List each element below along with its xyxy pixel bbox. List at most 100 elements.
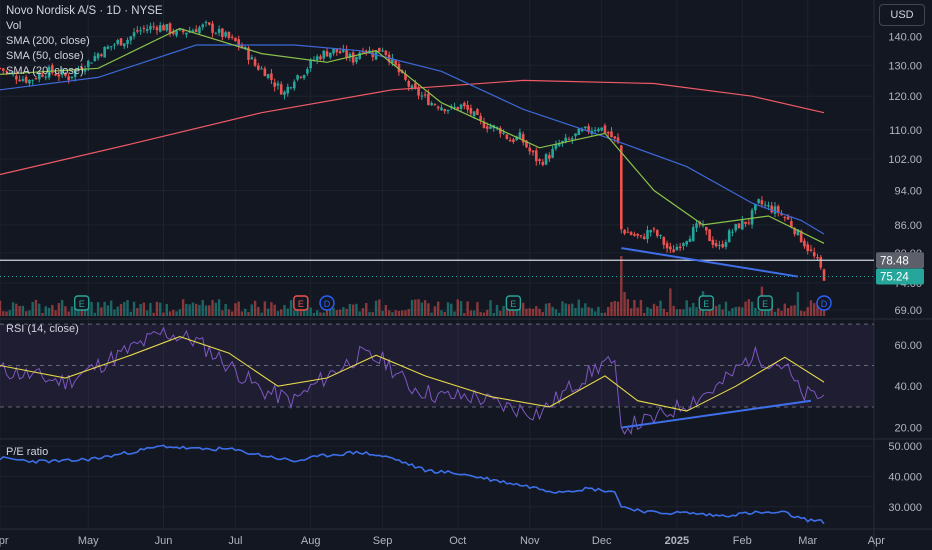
candle-body (564, 137, 568, 142)
sma200-line (0, 79, 825, 176)
candle-body (172, 31, 175, 34)
volume-bar (777, 308, 780, 316)
candle-body (577, 128, 581, 135)
volume-bar (819, 310, 822, 316)
volume-bar (548, 303, 551, 316)
volume-bar (734, 306, 737, 316)
volume-bar (250, 304, 253, 316)
volume-bar (15, 303, 18, 316)
volume-bar (142, 302, 146, 316)
rsi-ma-line (0, 336, 825, 412)
last-close-label-bg (876, 252, 924, 269)
candle-body (384, 50, 388, 56)
volume-bar (227, 309, 231, 316)
time-axis-label: Feb (733, 535, 752, 547)
candle-body (162, 25, 165, 31)
volume-bar (51, 304, 54, 316)
volume-bar (479, 312, 482, 316)
legend-sma50[interactable]: SMA (50, close) (6, 50, 84, 62)
volume-bar (528, 308, 531, 316)
candle-body (740, 220, 744, 230)
volume-bar (358, 311, 361, 316)
volume-bar (522, 302, 525, 316)
volume-bar (270, 302, 273, 316)
candle-body (31, 79, 34, 81)
time-axis-label: Sep (373, 535, 393, 547)
volume-bar (312, 312, 316, 316)
currency-button[interactable]: USD (879, 4, 925, 26)
volume-bar (283, 304, 286, 316)
candle-body (260, 68, 263, 70)
candle-body (178, 29, 182, 31)
volume-bar (34, 299, 38, 316)
volume-bar (718, 304, 721, 316)
volume-bar (705, 311, 708, 316)
candle-body (603, 125, 607, 134)
volume-bar (136, 308, 139, 316)
rsi-pane-label[interactable]: RSI (14, close) (6, 323, 79, 335)
candle-body (194, 29, 198, 33)
volume-bar (724, 301, 728, 316)
candle-body (139, 30, 142, 32)
volume-bar (365, 302, 368, 316)
pe-pane-label[interactable]: P/E ratio (6, 446, 49, 458)
legend-sma200[interactable]: SMA (200, close) (6, 35, 90, 47)
candle-body (132, 32, 136, 37)
candle-body (234, 37, 237, 42)
candle-body (417, 87, 420, 96)
volume-bar (280, 309, 283, 316)
volume-bar (816, 302, 819, 316)
volume-bar (230, 311, 234, 316)
candle-body (319, 56, 322, 60)
legend-vol[interactable]: Vol (6, 20, 22, 32)
candle-body (786, 216, 790, 220)
candle-body (682, 243, 685, 246)
candle-body (521, 134, 525, 143)
volume-bar (139, 304, 142, 316)
volume-bar (5, 311, 8, 316)
volume-bar (253, 300, 257, 316)
pe-tick-label: 50.000 (888, 441, 922, 453)
candle-body (633, 234, 636, 236)
volume-bar (453, 311, 456, 316)
volume-bar (309, 307, 312, 316)
candle-body (364, 50, 368, 53)
volume-bar (217, 299, 221, 316)
time-axis-label: Dec (592, 535, 612, 547)
candle-body (204, 22, 208, 24)
volume-bar (636, 307, 639, 316)
volume-bar (469, 310, 473, 316)
candle-body (642, 236, 646, 240)
volume-bar (567, 304, 571, 316)
candle-body (394, 60, 397, 66)
volume-bar (351, 304, 355, 316)
volume-bar (257, 307, 260, 316)
volume-bar (436, 301, 440, 316)
volume-bar (571, 303, 574, 316)
volume-bar (685, 300, 688, 316)
volume-bar (145, 310, 149, 316)
candle-body (629, 232, 633, 235)
volume-bar (322, 312, 325, 316)
candle-body (306, 69, 309, 74)
volume-bar (109, 300, 113, 316)
volume-bar (662, 308, 666, 316)
candle-body (168, 23, 172, 34)
candle-body (198, 27, 201, 34)
volume-bar (113, 309, 116, 316)
volume-bar (407, 309, 410, 316)
pe-tick-label: 40.000 (888, 471, 922, 483)
legend-sma20[interactable]: SMA (20, close) (6, 65, 84, 77)
volume-bar (315, 310, 319, 316)
candle-body (221, 28, 224, 37)
candle-body (499, 127, 502, 134)
volume-bar (616, 301, 620, 316)
time-axis-label: Jul (228, 535, 242, 547)
candle-body (391, 58, 394, 63)
volume-bar (348, 304, 352, 316)
volume-bar (208, 305, 211, 316)
candle-body (453, 106, 456, 108)
volume-bar (535, 306, 538, 316)
volume-bar (551, 306, 554, 316)
